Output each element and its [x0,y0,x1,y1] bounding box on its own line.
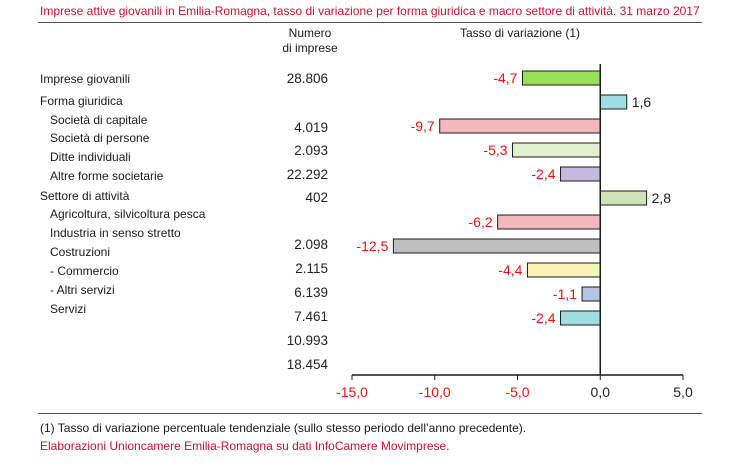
header-numero-imprese: Numero di imprese [275,26,345,56]
number-cell: 28.806 [286,71,328,86]
label-altre-forme: Altre forme societarie [50,169,164,183]
bar [599,190,648,206]
label-societa-capitale: Società di capitale [50,113,148,127]
bar-value-label: -5,3 [483,142,507,158]
label-agricoltura: Agricoltura, silvicoltura pesca [50,207,206,221]
x-tick-label: -5,0 [505,384,529,400]
bar-value-label: -6,2 [469,214,493,230]
top-rule [38,22,702,23]
bar [497,214,601,230]
bottom-rule [38,413,702,414]
bar [521,70,601,86]
label-industria: Industria in senso stretto [50,226,181,240]
number-cell: 2.115 [295,261,328,276]
label-settore-attivita: Settore di attività [40,189,130,203]
bar [581,286,601,302]
bar-value-label: 2,8 [652,190,672,206]
bar [439,118,601,134]
label-imprese-giovanili: Imprese giovanili [40,72,131,86]
x-tick-label: -15,0 [336,384,368,400]
bar-value-label: -12,5 [356,238,388,254]
number-cell: 22.292 [286,167,328,182]
label-costruzioni: Costruzioni [50,245,111,259]
x-tick-label: 5,0 [673,384,693,400]
number-cell: 2.093 [294,143,328,158]
number-cell: 7.461 [294,309,328,324]
bar [512,142,601,158]
bar-value-label: -1,1 [553,286,577,302]
source-note: Elaborazioni Unioncamere Emilia-Romagna … [40,439,450,453]
number-cell: 2.098 [294,237,328,252]
bar-value-label: -9,7 [411,118,435,134]
number-cell: 402 [305,190,328,205]
bar [392,238,601,254]
chart-title: Imprese attive giovanili in Emilia-Romag… [40,4,700,18]
header-numero-line1: Numero [288,26,332,40]
bar-value-label: -2,4 [531,166,555,182]
number-cell: 6.139 [294,285,328,300]
bar [560,166,601,182]
label-societa-persone: Società di persone [50,131,150,145]
bar [526,262,601,278]
header-numero-line2: di imprese [282,41,338,55]
number-cell: 10.993 [286,333,328,348]
label-commercio: - Commercio [50,264,119,278]
label-altri-servizi: - Altri servizi [50,283,115,297]
footnote: (1) Tasso di variazione percentuale tend… [40,421,527,435]
x-tick-label: 0,0 [591,384,611,400]
number-cell: 4.019 [294,120,328,135]
bar [560,310,601,326]
x-tick-label: -10,0 [419,384,451,400]
bar-value-label: 1,6 [632,94,652,110]
bar [599,94,628,110]
bar-value-label: -4,4 [498,262,522,278]
label-forma-giuridica: Forma giuridica [40,94,123,108]
bar-value-label: -2,4 [531,310,555,326]
bar-value-label: -4,7 [493,70,517,86]
header-tasso-variazione: Tasso di variazione (1) [460,26,581,40]
label-ditte-individuali: Ditte individuali [50,150,131,164]
number-cell: 18.454 [286,357,328,372]
label-servizi: Servizi [50,302,87,316]
